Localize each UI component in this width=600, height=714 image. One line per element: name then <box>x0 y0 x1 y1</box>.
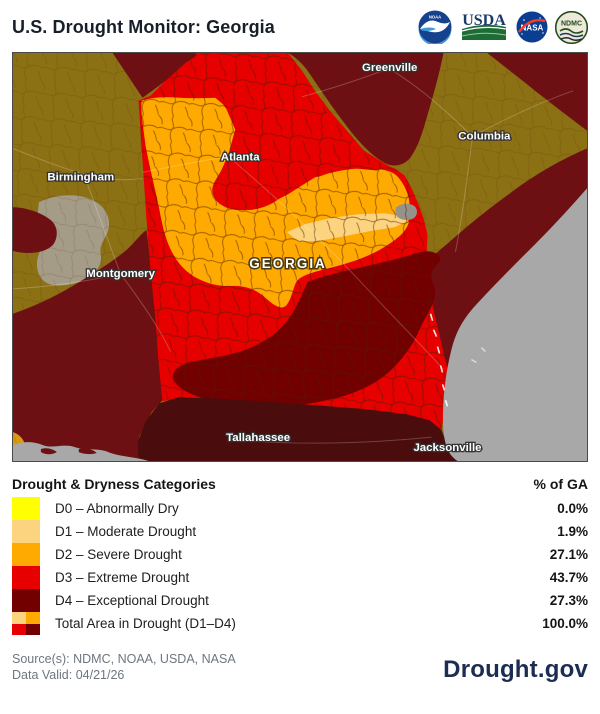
coastal-inlets <box>429 313 486 407</box>
legend-header: Drought & Dryness Categories % of GA <box>12 476 588 497</box>
drought-gov-brand[interactable]: Drought.gov <box>443 655 588 683</box>
svg-text:USDA: USDA <box>462 12 506 29</box>
atlantic-ocean <box>442 188 587 461</box>
d2-value: 27.1% <box>549 547 588 562</box>
d0-value: 0.0% <box>557 501 588 516</box>
d2-label: D2 – Severe Drought <box>55 547 182 562</box>
state-label-georgia: GEORGIA <box>249 256 326 271</box>
legend-row-d1: D1 – Moderate Drought 1.9% <box>12 520 588 543</box>
legend: Drought & Dryness Categories % of GA D0 … <box>12 476 588 635</box>
d0-label: D0 – Abnormally Dry <box>55 501 179 516</box>
usda-logo-icon: USDA <box>461 12 506 40</box>
d1-label: D1 – Moderate Drought <box>55 524 197 539</box>
drought-map: Greenville Columbia Atlanta Birmingham M… <box>12 52 588 462</box>
page-title: U.S. Drought Monitor: Georgia <box>12 16 275 37</box>
legend-row-d3: D3 – Extreme Drought 43.7% <box>12 566 588 589</box>
d4-swatch <box>12 589 40 612</box>
city-label-birmingham: Birmingham <box>47 171 114 183</box>
total-swatch <box>12 612 40 635</box>
nasa-logo-icon: NASA <box>516 11 548 43</box>
legend-title: Drought & Dryness Categories <box>12 476 216 492</box>
city-label-atlanta: Atlanta <box>221 151 260 163</box>
d1-value: 1.9% <box>557 524 588 539</box>
road-lines <box>13 68 574 444</box>
d3-swatch <box>12 566 40 589</box>
d4-value: 27.3% <box>549 593 588 608</box>
legend-row-d4: D4 – Exceptional Drought 27.3% <box>12 589 588 612</box>
total-label: Total Area in Drought (D1–D4) <box>55 616 236 631</box>
city-label-columbia: Columbia <box>458 131 511 143</box>
svg-text:NASA: NASA <box>521 24 544 33</box>
footer: Source(s): NDMC, NOAA, USDA, NASA Data V… <box>12 651 588 684</box>
legend-row-total: Total Area in Drought (D1–D4) 100.0% <box>12 612 588 635</box>
city-label-greenville: Greenville <box>362 62 417 74</box>
ndmc-logo-icon: NDMC <box>555 10 588 44</box>
source-block: Source(s): NDMC, NOAA, USDA, NASA Data V… <box>12 651 236 684</box>
city-label-montgomery: Montgomery <box>86 268 155 280</box>
d3-value: 43.7% <box>549 570 588 585</box>
svg-text:NOAA: NOAA <box>429 15 441 20</box>
drought-map-svg: Greenville Columbia Atlanta Birmingham M… <box>13 53 587 461</box>
d4-label: D4 – Exceptional Drought <box>55 593 209 608</box>
d0-swatch <box>12 497 40 520</box>
d2-swatch <box>12 543 40 566</box>
d3-label: D3 – Extreme Drought <box>55 570 190 585</box>
noaa-logo-icon: NOAA <box>418 10 452 44</box>
legend-row-d2: D2 – Severe Drought 27.1% <box>12 543 588 566</box>
d1-swatch <box>12 520 40 543</box>
legend-row-d0: D0 – Abnormally Dry 0.0% <box>12 497 588 520</box>
header: U.S. Drought Monitor: Georgia NOAA USDA … <box>0 0 600 52</box>
agency-logos: NOAA USDA NASA NDMC <box>418 10 588 44</box>
legend-value-header: % of GA <box>533 476 588 492</box>
svg-text:NDMC: NDMC <box>561 20 582 27</box>
city-label-tallahassee: Tallahassee <box>226 432 290 444</box>
gulf-island <box>78 448 97 455</box>
total-value: 100.0% <box>542 616 588 631</box>
data-valid-text: Data Valid: 04/21/26 <box>12 668 125 683</box>
city-label-jacksonville: Jacksonville <box>413 442 481 454</box>
gulf-island <box>40 448 57 455</box>
source-text: Source(s): NDMC, NOAA, USDA, NASA <box>12 652 236 666</box>
